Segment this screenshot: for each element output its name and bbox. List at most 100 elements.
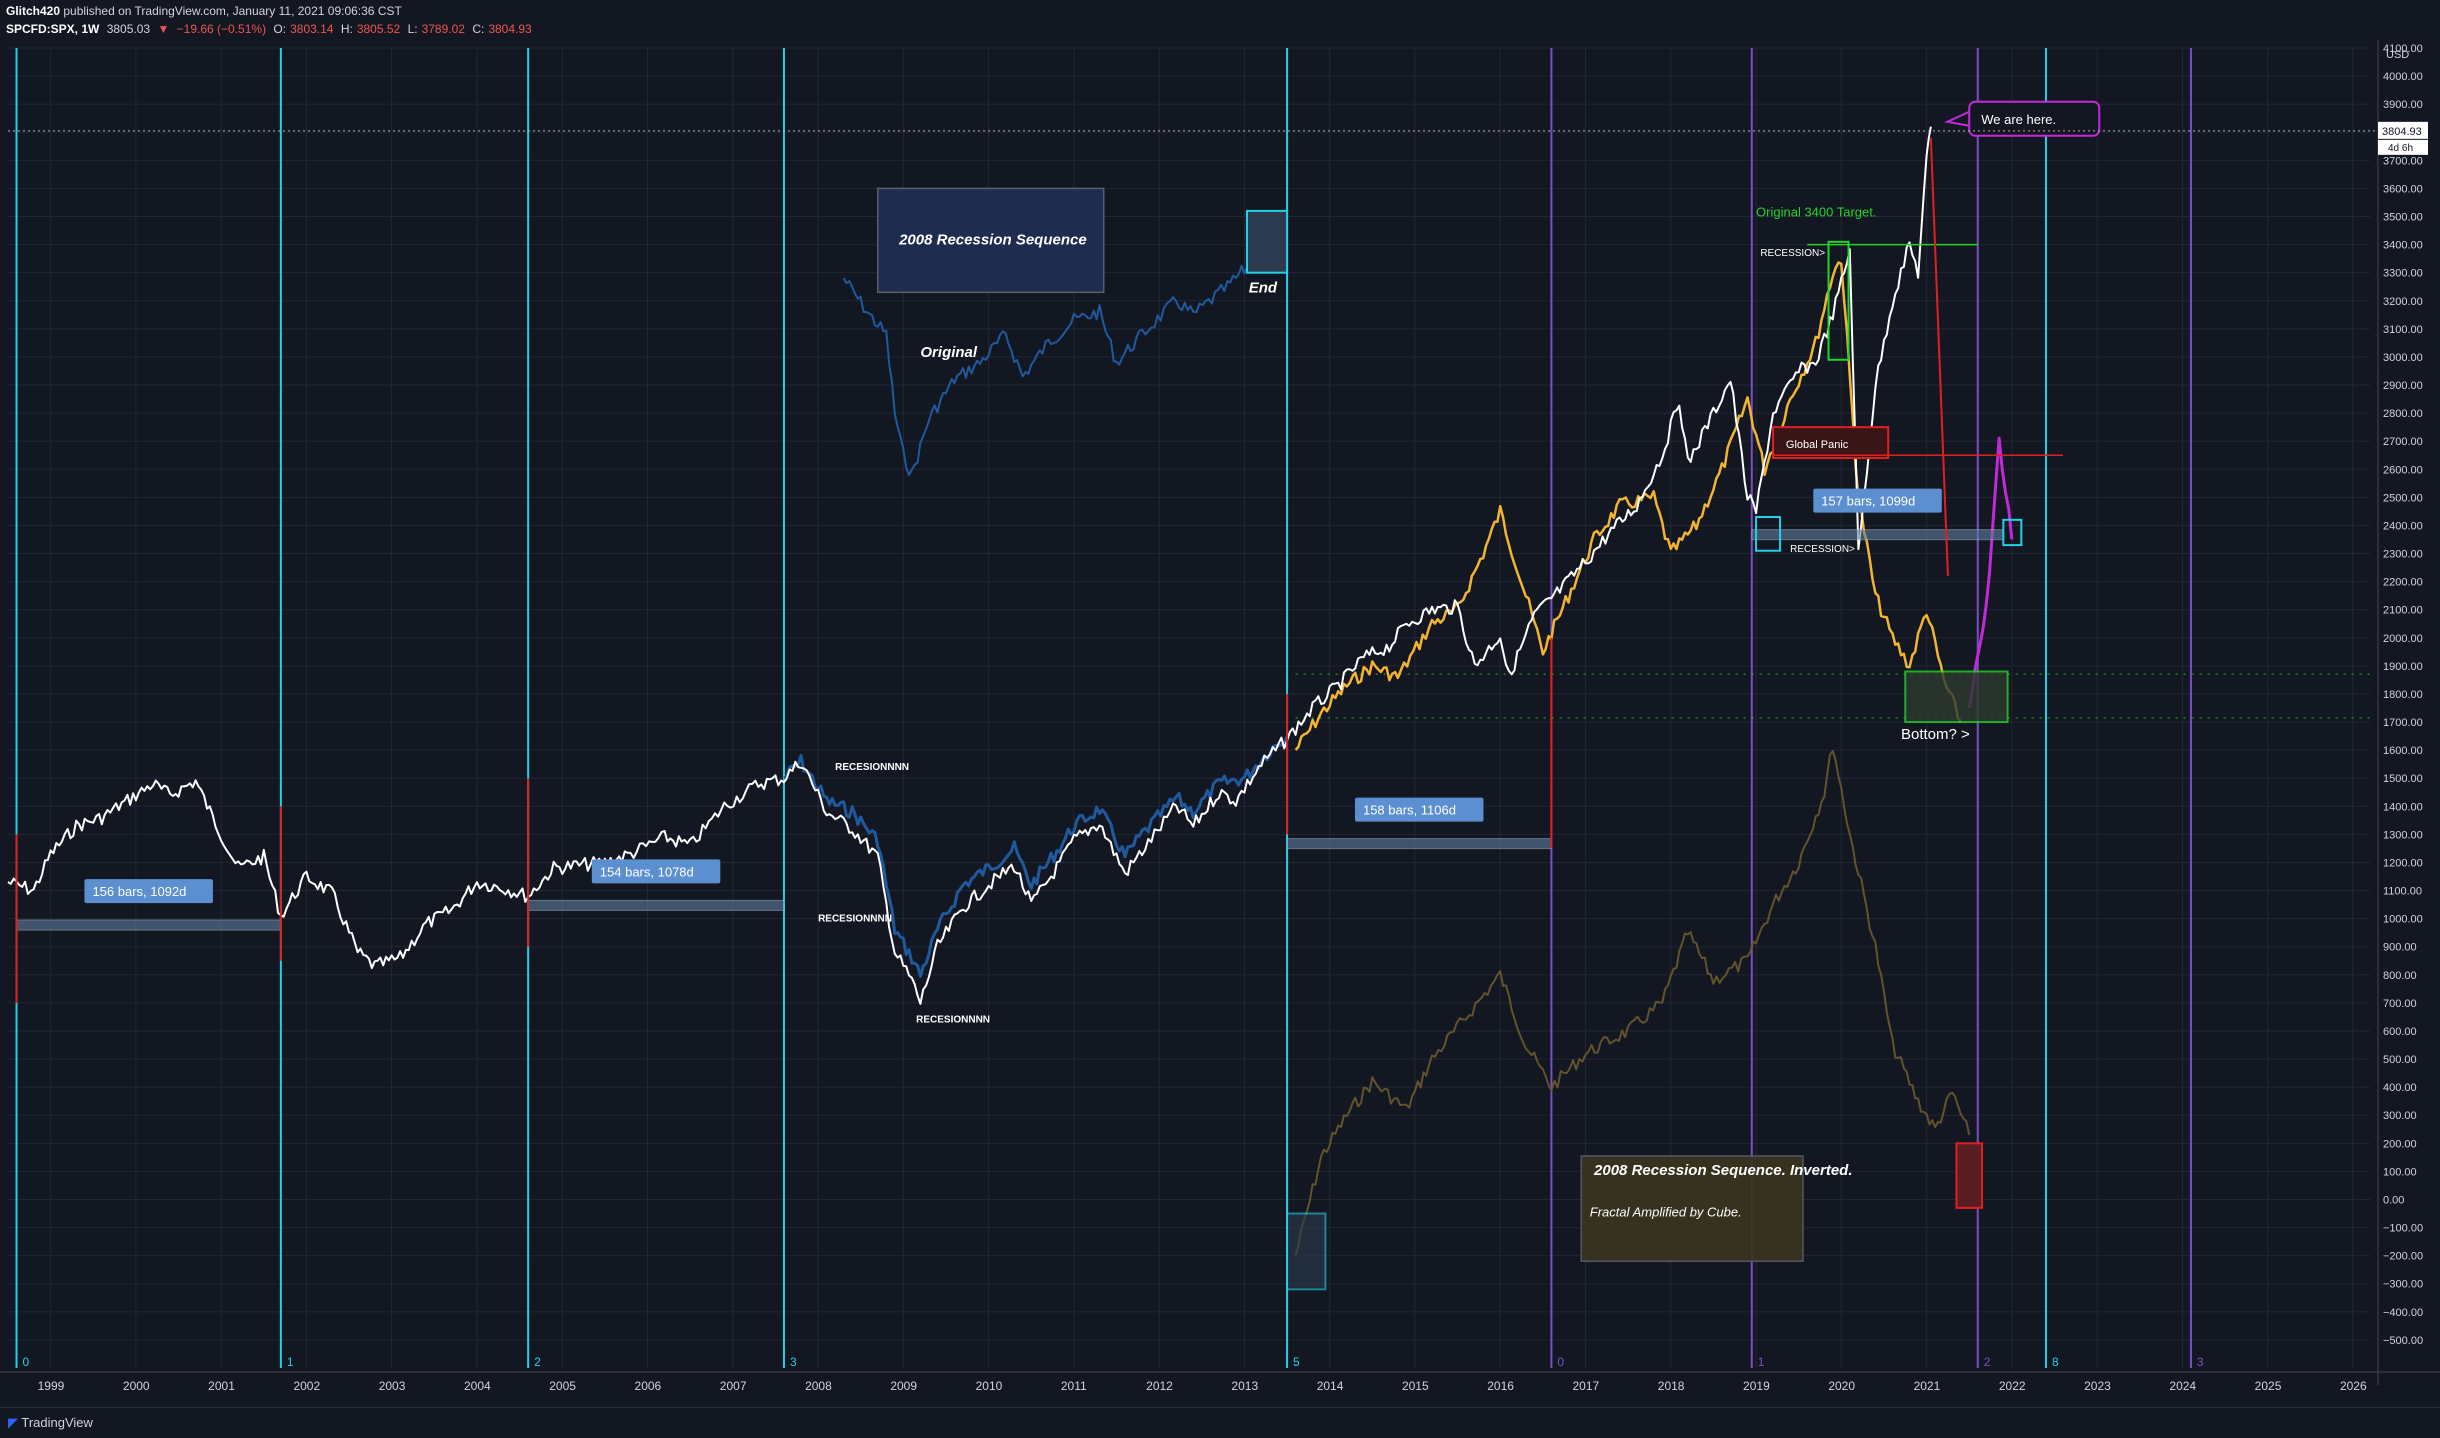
y-tick-label: 900.00: [2383, 942, 2417, 954]
x-tick-label: 2015: [1402, 1379, 1429, 1393]
recession-sequence-title: 2008 Recession Sequence: [898, 232, 1087, 249]
measure-label-box: [84, 879, 213, 904]
y-tick-label: 1200.00: [2383, 857, 2423, 869]
y-tick-label: 3600.00: [2383, 183, 2423, 195]
y-tick-label: 400.00: [2383, 1082, 2417, 1094]
change-arrow-icon: ▼: [157, 22, 170, 36]
inverted-sequence-box: [1580, 1155, 1804, 1263]
cycle-label: 2: [534, 1355, 541, 1369]
end-label: End: [1249, 279, 1278, 296]
callout-label: We are here.: [1981, 112, 2056, 127]
x-tick-label: 1999: [38, 1379, 65, 1393]
close-value: 3804.93: [488, 22, 532, 36]
chart-area[interactable]: 4100.004000.003900.003800.003700.003600.…: [0, 40, 2440, 1418]
y-tick-label: 1900.00: [2383, 661, 2423, 673]
measure-label-box: [1354, 797, 1484, 822]
y-tick-label: 2000.00: [2383, 633, 2423, 645]
green-box-top: [1827, 240, 1850, 361]
callout-pointer: [1943, 110, 1970, 127]
recession-label-2: RECESIONNNN: [818, 913, 892, 924]
y-tick-label: 1000.00: [2383, 914, 2423, 926]
x-tick-label: 2012: [1146, 1379, 1173, 1393]
author-name[interactable]: Glitch420: [6, 4, 61, 18]
cycle-label: 0: [1557, 1355, 1564, 1369]
series-original-overlay: [842, 232, 1280, 476]
chart-header: Glitch420 published on TradingView.com, …: [6, 2, 536, 38]
measure-bar: [527, 899, 785, 911]
cycle-label: 1: [1758, 1355, 1765, 1369]
x-tick-label: 2020: [1828, 1379, 1855, 1393]
recession-label-1: RECESIONNNN: [835, 762, 909, 773]
x-tick-label: 2014: [1317, 1379, 1344, 1393]
price-change: −19.66 (−0.51%): [176, 22, 267, 36]
y-tick-label: 2500.00: [2383, 492, 2423, 504]
x-tick-label: 2006: [635, 1379, 662, 1393]
chart-background: [0, 40, 2440, 1418]
last-price-box: [2378, 121, 2428, 139]
tradingview-logo-icon: ◤: [8, 1415, 18, 1430]
x-tick-label: 2023: [2084, 1379, 2111, 1393]
inverted-end-box: [1955, 1142, 1984, 1209]
x-tick-label: 2024: [2169, 1379, 2196, 1393]
open-value: 3803.14: [290, 22, 334, 36]
publish-info: published on TradingView.com, January 11…: [63, 4, 402, 18]
original-target-label: Original 3400 Target.: [1756, 205, 1876, 220]
series-price: [7, 126, 1932, 1005]
x-tick-label: 2016: [1487, 1379, 1514, 1393]
y-tick-label: 1500.00: [2383, 773, 2423, 785]
low-value: 3789.02: [421, 22, 465, 36]
y-tick-label: 1800.00: [2383, 689, 2423, 701]
price-chart[interactable]: 4100.004000.003900.003800.003700.003600.…: [0, 40, 2440, 1418]
y-tick-label: 3300.00: [2383, 268, 2423, 280]
brand-name: TradingView: [21, 1415, 93, 1430]
symbol-interval[interactable]: SPCFD:SPX, 1W: [6, 22, 100, 36]
y-tick-label: 1600.00: [2383, 745, 2423, 757]
measure-label: 154 bars, 1078d: [600, 864, 694, 879]
bottom-label: Bottom? >: [1901, 726, 1970, 743]
projection-drop-line: [1929, 137, 1949, 577]
cycle-label: 1: [287, 1355, 294, 1369]
y-tick-label: 4000.00: [2383, 71, 2423, 83]
x-tick-label: 2010: [976, 1379, 1003, 1393]
x-tick-label: 2021: [1914, 1379, 1941, 1393]
y-tick-label: 3200.00: [2383, 296, 2423, 308]
tradingview-logo[interactable]: ◤ TradingView: [8, 1415, 93, 1431]
cycle-label: 0: [23, 1355, 30, 1369]
y-tick-label: 1400.00: [2383, 801, 2423, 813]
x-tick-label: 2018: [1658, 1379, 1685, 1393]
x-tick-label: 2008: [805, 1379, 832, 1393]
measure-bar: [1751, 529, 2004, 541]
x-tick-label: 2005: [549, 1379, 576, 1393]
cycle-label: 5: [1293, 1355, 1300, 1369]
y-tick-label: −200.00: [2383, 1251, 2423, 1263]
global-panic-box: [1772, 426, 1890, 460]
y-tick-label: 3000.00: [2383, 352, 2423, 364]
y-tick-label: 1700.00: [2383, 717, 2423, 729]
measure-label: 157 bars, 1099d: [1821, 494, 1915, 509]
global-panic-label: Global Panic: [1786, 439, 1849, 451]
y-tick-label: −400.00: [2383, 1307, 2423, 1319]
recession-arrow-label-1: RECESSION>: [1760, 248, 1825, 259]
series-gold-fractal: [1294, 261, 1962, 751]
y-tick-label: 800.00: [2383, 970, 2417, 982]
y-tick-label: 500.00: [2383, 1054, 2417, 1066]
y-tick-label: 1100.00: [2383, 886, 2422, 898]
x-tick-label: 2002: [293, 1379, 320, 1393]
countdown-box: [2378, 139, 2428, 155]
y-tick-label: 3700.00: [2383, 155, 2423, 167]
x-tick-label: 2007: [720, 1379, 747, 1393]
last-price: 3805.03: [106, 22, 151, 36]
footer-bar: ◤ TradingView: [0, 1407, 2440, 1438]
x-tick-label: 2026: [2340, 1379, 2367, 1393]
y-tick-label: −100.00: [2383, 1223, 2423, 1235]
x-tick-label: 2013: [1231, 1379, 1258, 1393]
x-tick-label: 2022: [1999, 1379, 2026, 1393]
inverted-sequence-title: 2008 Recession Sequence. Inverted.: [1593, 1162, 1852, 1179]
measure-label: 158 bars, 1106d: [1363, 803, 1456, 818]
high-value: 3805.52: [356, 22, 401, 36]
y-tick-label: 2100.00: [2383, 605, 2423, 617]
low-label: L:: [407, 22, 418, 36]
y-tick-label: 100.00: [2383, 1166, 2417, 1178]
cycle-label: 3: [2197, 1355, 2204, 1369]
high-label: H:: [340, 22, 353, 36]
